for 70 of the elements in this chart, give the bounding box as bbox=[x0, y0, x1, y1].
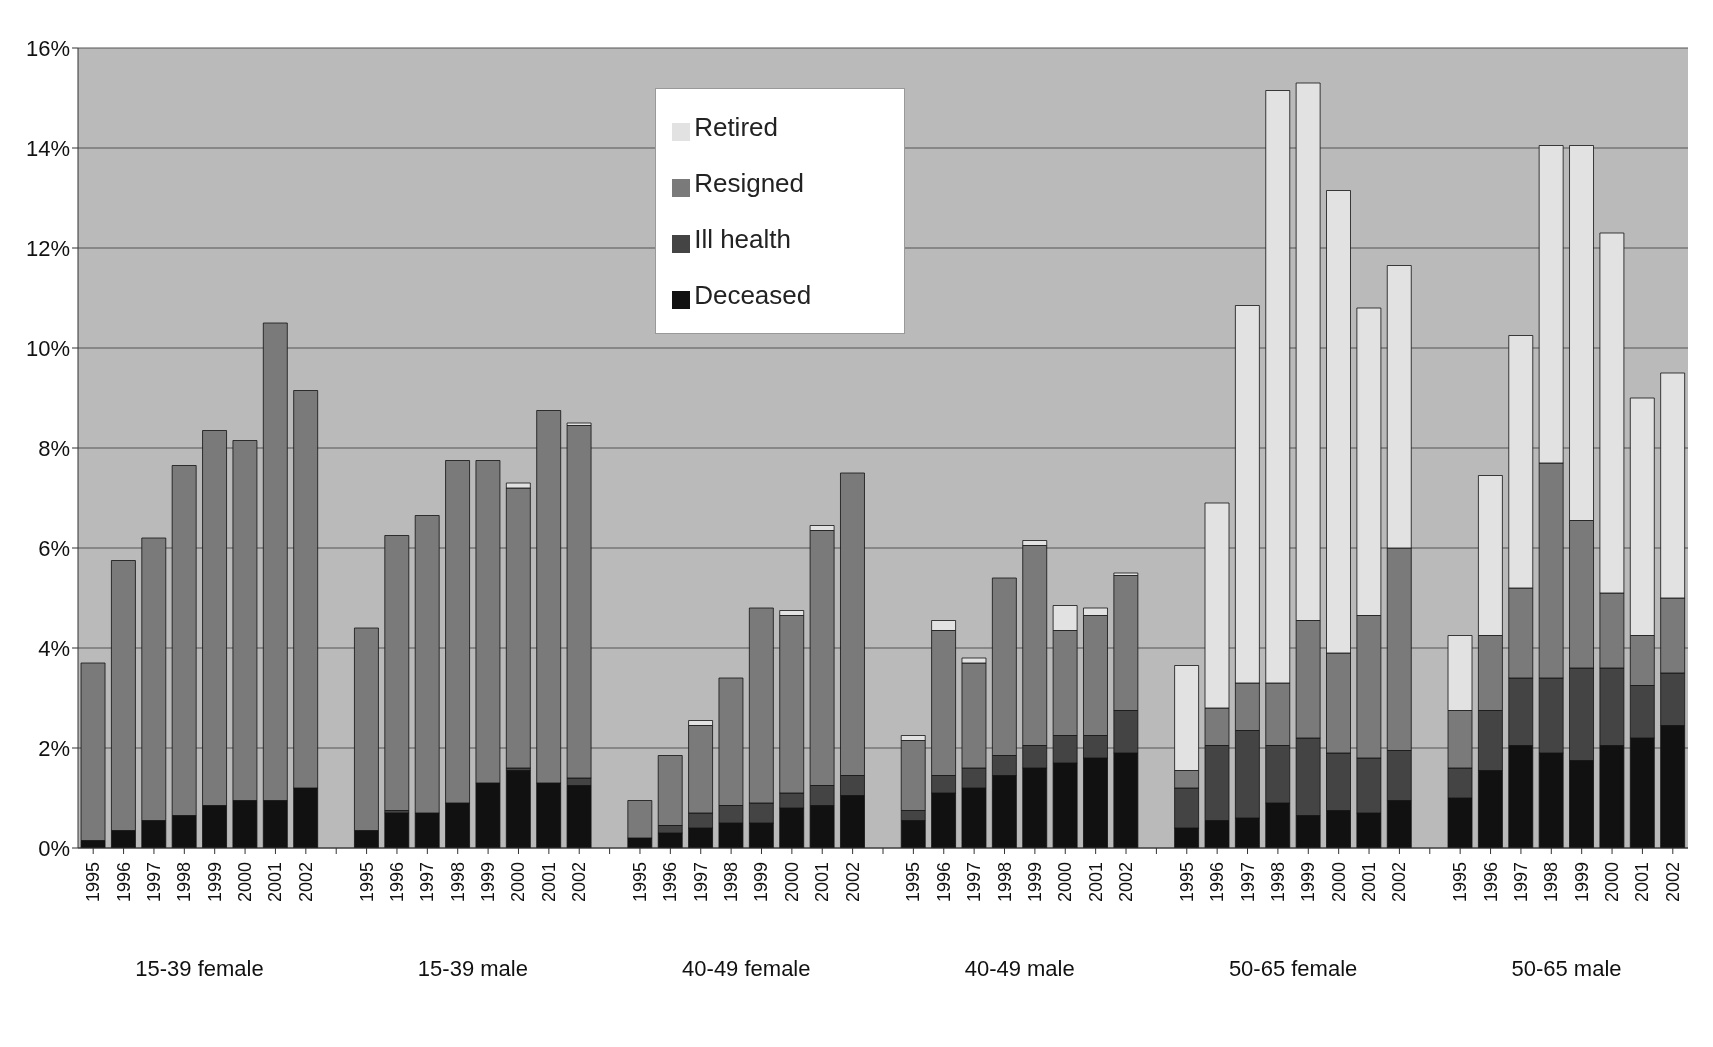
legend-label: Resigned bbox=[694, 168, 805, 198]
x-tick-label: 2001 bbox=[538, 862, 559, 903]
x-tick-label: 1995 bbox=[629, 862, 650, 903]
text: 50-65 male bbox=[1511, 956, 1622, 981]
y-tick-label: 2% bbox=[38, 735, 70, 761]
x-tick-label: 2002 bbox=[1389, 862, 1410, 903]
x-tick-label: 2001 bbox=[1359, 862, 1380, 903]
x-tick-label: 1998 bbox=[174, 862, 195, 903]
x-tick-label: 1996 bbox=[660, 862, 681, 903]
x-tick-label: 1996 bbox=[113, 862, 134, 903]
x-tick-label: 1996 bbox=[933, 862, 954, 903]
x-tick-label: 2001 bbox=[1632, 862, 1653, 903]
legend-label: Deceased bbox=[694, 280, 812, 310]
x-tick-label: 2000 bbox=[508, 862, 529, 903]
x-tick-label: 2002 bbox=[1662, 862, 1683, 903]
x-tick-label: 1995 bbox=[903, 862, 924, 903]
y-tick-label: 4% bbox=[38, 635, 70, 661]
x-tick-label: 1999 bbox=[1571, 862, 1592, 903]
text: 40-49 male bbox=[964, 956, 1075, 981]
legend-label: Ill health bbox=[694, 224, 791, 254]
x-tick-label: 1997 bbox=[1510, 862, 1531, 903]
x-tick-label: 1997 bbox=[143, 862, 164, 903]
x-tick-label: 2001 bbox=[812, 862, 833, 903]
bar bbox=[384, 812, 410, 848]
x-tick-label: 1995 bbox=[356, 862, 377, 903]
text: 15-39 female bbox=[135, 956, 264, 981]
text: 50-65 female bbox=[1228, 956, 1358, 981]
x-tick-label: 2001 bbox=[1085, 862, 1106, 903]
text: 15-39 male bbox=[417, 956, 528, 981]
y-tick-label: 10% bbox=[25, 335, 70, 361]
x-tick-label: 1999 bbox=[1298, 862, 1319, 903]
x-tick-label: 1995 bbox=[1176, 862, 1197, 903]
x-tick-label: 2000 bbox=[1602, 862, 1623, 903]
legend-label: Retired bbox=[694, 112, 778, 142]
x-tick-label: 2000 bbox=[1055, 862, 1076, 903]
bar bbox=[505, 770, 531, 848]
x-tick-label: 1998 bbox=[1541, 862, 1562, 903]
x-tick-label: 2000 bbox=[1328, 862, 1349, 903]
y-tick-label: 6% bbox=[38, 535, 70, 561]
y-tick-label: 0% bbox=[38, 835, 70, 861]
y-tick-label: 14% bbox=[25, 135, 70, 161]
y-tick-label: 8% bbox=[38, 435, 70, 461]
x-tick-label: 2001 bbox=[265, 862, 286, 903]
x-tick-label: 1996 bbox=[1480, 862, 1501, 903]
x-tick-label: 2002 bbox=[842, 862, 863, 903]
x-tick-label: 1997 bbox=[1237, 862, 1258, 903]
x-tick-label: 2002 bbox=[295, 862, 316, 903]
x-tick-label: 1996 bbox=[1207, 862, 1228, 903]
x-tick-label: 1998 bbox=[721, 862, 742, 903]
x-tick-label: 2000 bbox=[235, 862, 256, 903]
x-tick-label: 1997 bbox=[964, 862, 985, 903]
x-tick-label: 1997 bbox=[417, 862, 438, 903]
x-tick-label: 1998 bbox=[994, 862, 1015, 903]
x-tick-label: 1998 bbox=[1267, 862, 1288, 903]
text: 40-49 female bbox=[682, 956, 811, 981]
x-tick-label: 1995 bbox=[1450, 862, 1471, 903]
x-tick-label: 1999 bbox=[204, 862, 225, 903]
x-tick-label: 1999 bbox=[478, 862, 499, 903]
x-tick-label: 1999 bbox=[751, 862, 772, 903]
x-tick-label: 2002 bbox=[1116, 862, 1137, 903]
y-tick-label: 12% bbox=[25, 235, 70, 261]
x-tick-label: 1999 bbox=[1024, 862, 1045, 903]
x-tick-label: 2000 bbox=[781, 862, 802, 903]
x-tick-label: 1995 bbox=[83, 862, 104, 903]
x-tick-label: 1998 bbox=[447, 862, 468, 903]
y-tick-label: 16% bbox=[25, 35, 70, 61]
x-tick-label: 2002 bbox=[569, 862, 590, 903]
x-tick-label: 1997 bbox=[690, 862, 711, 903]
bar bbox=[384, 535, 410, 811]
x-tick-label: 1996 bbox=[386, 862, 407, 903]
